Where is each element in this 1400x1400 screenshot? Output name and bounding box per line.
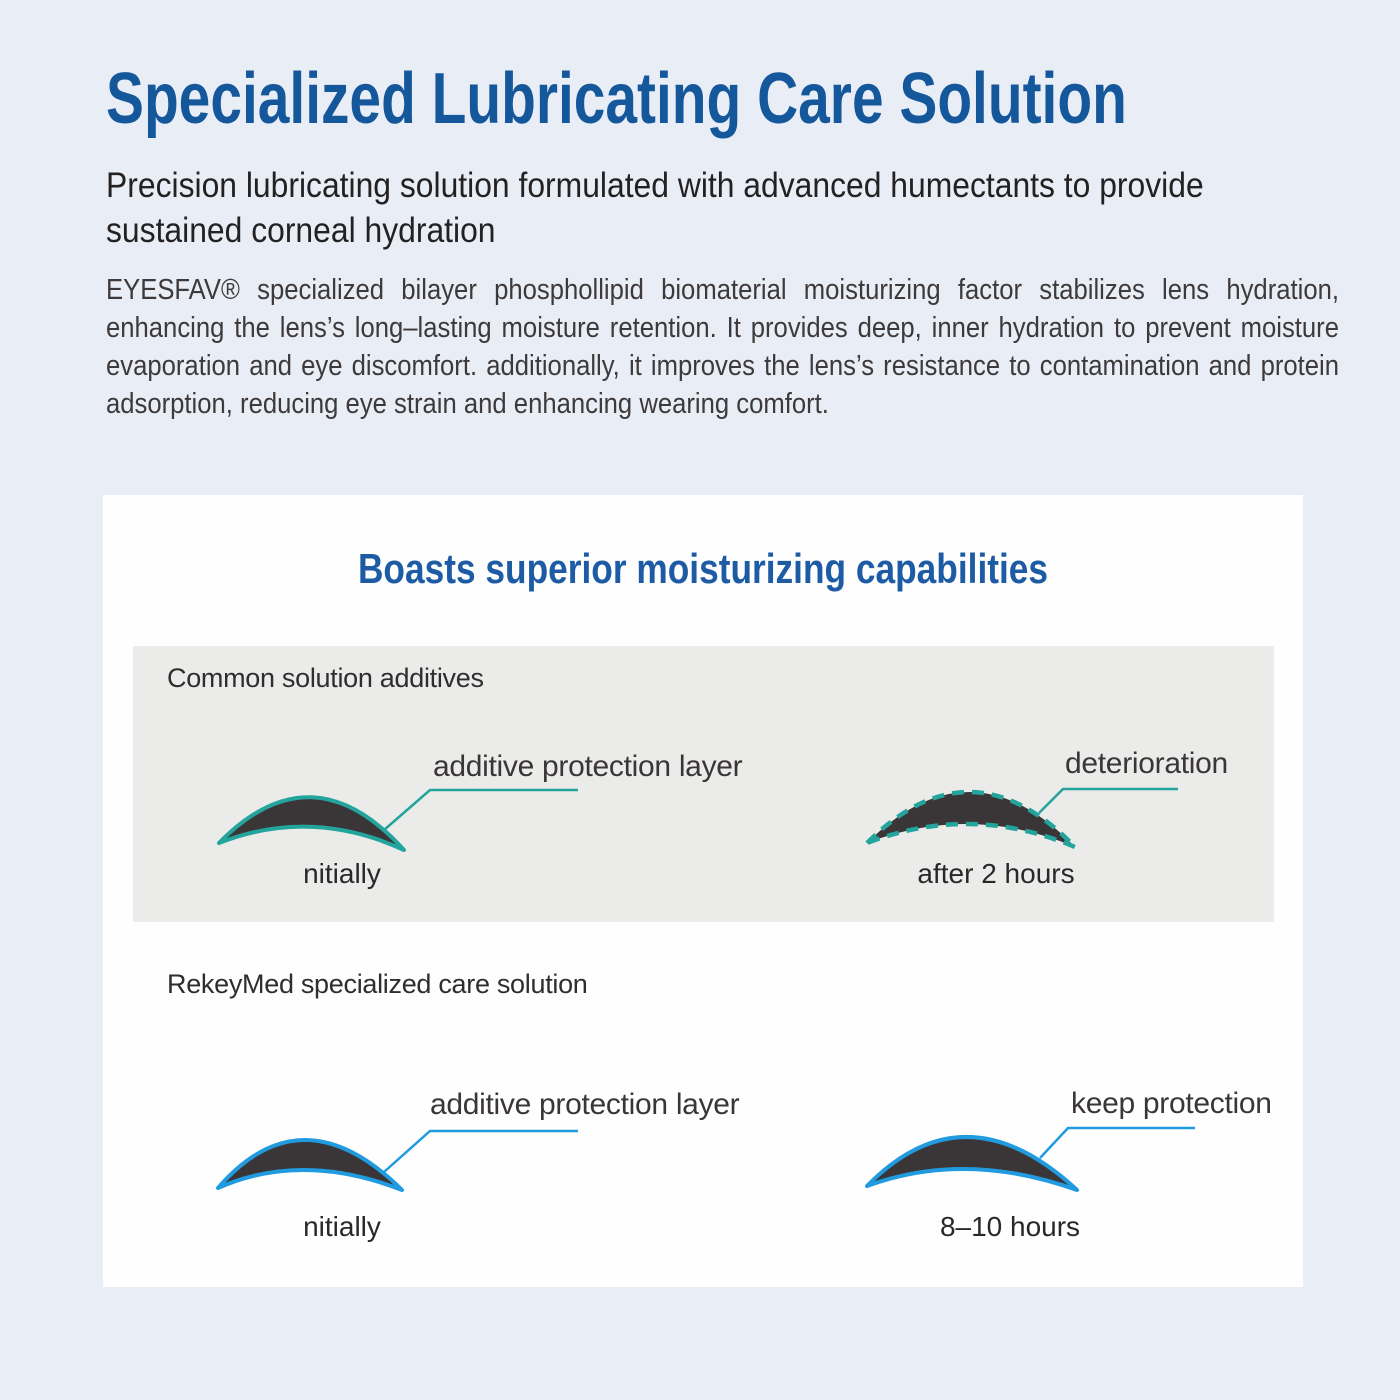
callout-leader-line <box>383 1129 578 1173</box>
rekeymed-panel-label: RekeyMed specialized care solution <box>167 969 588 999</box>
lens-diagram-rekeymed-initial <box>216 1129 578 1192</box>
callout-label: keep protection <box>1071 1087 1272 1120</box>
common-additives-panel <box>133 646 1274 922</box>
lens-diagram-rekeymed-kept <box>865 1126 1195 1192</box>
callout-label: additive protection layer <box>430 1088 740 1121</box>
callout-label: deterioration <box>1065 747 1228 780</box>
callout-leader-line <box>1039 1126 1195 1159</box>
moisturizing-capabilities-card: Boasts superior moisturizing capabilitie… <box>103 495 1303 1287</box>
callout-label: additive protection layer <box>433 750 743 783</box>
diagram-caption: nitially <box>303 1211 381 1242</box>
lens-cross-section-shape <box>864 789 1078 850</box>
lens-cross-section-shape <box>217 795 406 852</box>
page-title: Specialized Lubricating Care Solution <box>106 59 1127 139</box>
diagram-caption: after 2 hours <box>917 858 1075 889</box>
page-subtitle: Precision lubricating solution formulate… <box>106 163 1204 253</box>
subtitle-line: sustained corneal hydration <box>106 211 496 250</box>
lens-diagram-common-deteriorated <box>864 787 1178 850</box>
lens-cross-section-shape <box>216 1138 404 1192</box>
callout-leader-line <box>383 788 578 831</box>
description-paragraph: EYESFAV® specialized bilayer phosphollip… <box>106 274 1339 420</box>
diagram-caption: nitially <box>303 858 381 889</box>
card-heading: Boasts superior moisturizing capabilitie… <box>357 545 1049 592</box>
subtitle-line: Precision lubricating solution formulate… <box>106 166 1204 205</box>
callout-leader-line <box>1038 787 1178 814</box>
common-panel-label: Common solution additives <box>167 663 484 693</box>
diagram-caption: 8–10 hours <box>939 1211 1081 1242</box>
lens-diagram-common-initial <box>217 788 578 852</box>
lens-cross-section-shape <box>865 1135 1079 1192</box>
